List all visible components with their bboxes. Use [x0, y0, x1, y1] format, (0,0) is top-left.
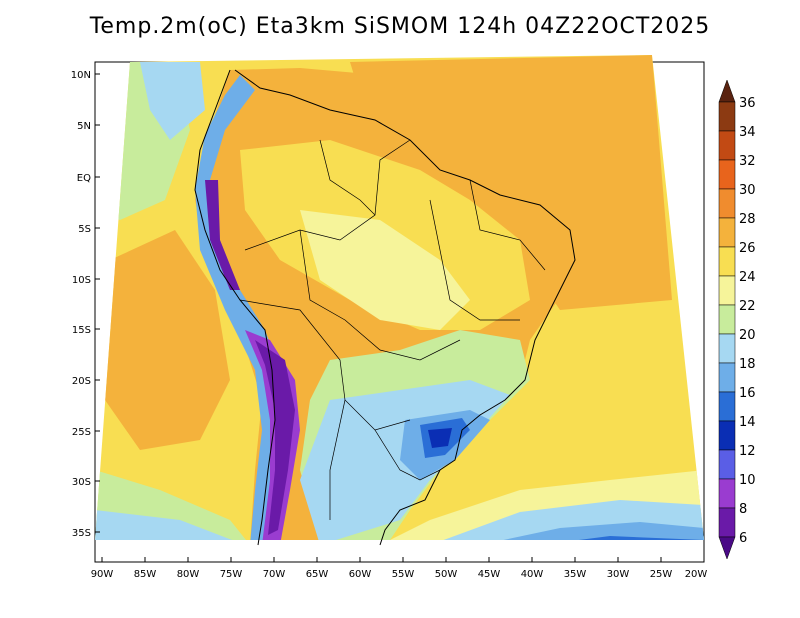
colorbar-segment: [718, 333, 736, 364]
colorbar-label: 12: [739, 444, 756, 459]
lat-label: 10N: [71, 70, 91, 81]
colorbar-segment: [718, 536, 736, 560]
colorbar-segment: [718, 391, 736, 422]
lon-label: 60W: [349, 569, 372, 580]
colorbar-label: 14: [739, 415, 756, 430]
map-title: Temp.2m(oC) Eta3km SiSMOM 124h 04Z22OCT2…: [89, 14, 711, 39]
lon-label: 80W: [177, 569, 200, 580]
temperature-field: [95, 55, 704, 540]
colorbar-label: 30: [739, 183, 756, 198]
lat-label: EQ: [77, 173, 91, 184]
colorbar-segment: [718, 101, 736, 132]
longitude-axis: 90W 85W 80W 75W 70W 65W 60W 55W 50W 45W …: [91, 557, 708, 580]
colorbar-segment: [718, 420, 736, 451]
country-borders: [239, 139, 546, 520]
colorbar-segment: [718, 79, 736, 103]
lon-label: 35W: [564, 569, 587, 580]
colorbar-segment: [718, 130, 736, 161]
lat-label: 20S: [72, 376, 91, 387]
colorbar-segment: [718, 304, 736, 335]
colorbar-segment: [718, 246, 736, 277]
lat-label: 15S: [72, 325, 91, 336]
colorbar-label: 20: [739, 328, 756, 343]
colorbar-label: 6: [739, 531, 747, 546]
lon-label: 70W: [263, 569, 286, 580]
lat-label: 5S: [78, 224, 91, 235]
lat-label: 5N: [77, 121, 91, 132]
colorbar-segment: [718, 362, 736, 393]
colorbar-label: 32: [739, 154, 756, 169]
lat-label: 10S: [72, 275, 91, 286]
colorbar-segment: [718, 275, 736, 306]
colorbar-label: 8: [739, 502, 747, 517]
colorbar-segment: [718, 188, 736, 219]
lon-label: 40W: [521, 569, 544, 580]
colorbar-segment: [718, 449, 736, 480]
lon-label: 50W: [435, 569, 458, 580]
latitude-axis: 10N 5N EQ 5S 10S 15S 20S 25S 30S 35S: [71, 70, 100, 539]
colorbar: 36 34 32 30 28 26 24 22 20 18 16 14 12 10 8 6: [718, 79, 756, 560]
colorbar-segment: [718, 159, 736, 190]
colorbar-segment: [718, 217, 736, 248]
lon-label: 30W: [607, 569, 630, 580]
colorbar-label: 16: [739, 386, 756, 401]
colorbar-segment: [718, 507, 736, 538]
colorbar-label: 24: [739, 270, 756, 285]
lon-label: 90W: [91, 569, 114, 580]
lon-label: 20W: [685, 569, 708, 580]
colorbar-label: 10: [739, 473, 756, 488]
lat-label: 25S: [72, 427, 91, 438]
lon-label: 65W: [306, 569, 329, 580]
lat-label: 35S: [72, 528, 91, 539]
lon-label: 75W: [220, 569, 243, 580]
lat-label: 30S: [72, 477, 91, 488]
colorbar-label: 18: [739, 357, 756, 372]
lon-label: 55W: [392, 569, 415, 580]
lon-label: 45W: [478, 569, 501, 580]
colorbar-label: 36: [739, 96, 756, 111]
lon-label: 85W: [134, 569, 157, 580]
colorbar-label: 34: [739, 125, 756, 140]
colorbar-label: 26: [739, 241, 756, 256]
lon-label: 25W: [650, 569, 673, 580]
colorbar-label: 22: [739, 299, 756, 314]
colorbar-segment: [718, 478, 736, 509]
colorbar-label: 28: [739, 212, 756, 227]
